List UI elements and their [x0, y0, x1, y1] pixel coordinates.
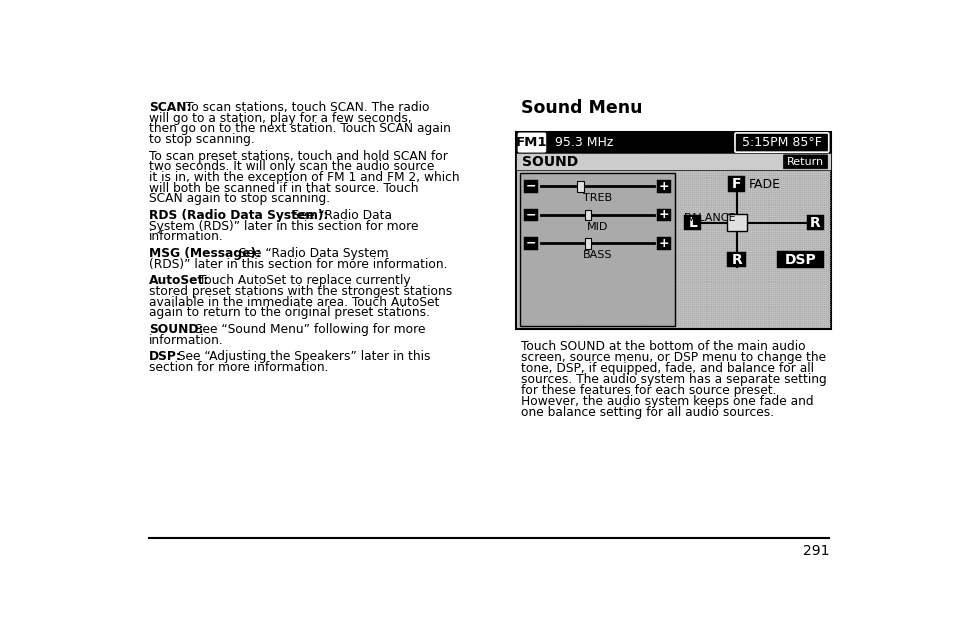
Text: See “Sound Menu” following for more: See “Sound Menu” following for more — [191, 323, 425, 336]
Text: To scan stations, touch SCAN. The radio: To scan stations, touch SCAN. The radio — [181, 101, 429, 114]
Text: will go to a station, play for a few seconds,: will go to a station, play for a few sec… — [149, 111, 411, 125]
Bar — [727, 176, 744, 192]
Bar — [516, 153, 830, 170]
Bar — [726, 214, 746, 231]
Text: +: + — [659, 209, 669, 221]
FancyBboxPatch shape — [734, 133, 828, 152]
Bar — [516, 132, 830, 153]
Bar — [657, 237, 670, 249]
Text: BASS: BASS — [582, 251, 612, 260]
Text: BALANCE: BALANCE — [683, 214, 736, 223]
Text: +: + — [659, 180, 669, 193]
Text: DSP: DSP — [783, 252, 816, 266]
Text: SCAN:: SCAN: — [149, 101, 191, 114]
Bar — [683, 215, 700, 230]
Bar — [523, 237, 537, 249]
Text: will both be scanned if in that source. Touch: will both be scanned if in that source. … — [149, 181, 417, 195]
Bar — [806, 215, 822, 230]
Text: FM1: FM1 — [516, 136, 547, 149]
Text: it is in, with the exception of FM 1 and FM 2, which: it is in, with the exception of FM 1 and… — [149, 171, 458, 184]
Text: R: R — [731, 252, 741, 266]
Bar — [727, 252, 745, 267]
Text: See “Adjusting the Speakers” later in this: See “Adjusting the Speakers” later in th… — [174, 350, 430, 363]
Text: Touch SOUND at the bottom of the main audio: Touch SOUND at the bottom of the main au… — [520, 340, 804, 354]
Text: L: L — [688, 216, 697, 230]
Text: SOUND:: SOUND: — [149, 323, 203, 336]
Text: then go on to the next station. Touch SCAN again: then go on to the next station. Touch SC… — [149, 122, 450, 135]
Text: 291: 291 — [801, 544, 828, 558]
Text: for these features for each source preset.: for these features for each source prese… — [520, 384, 776, 397]
Text: again to return to the original preset stations.: again to return to the original preset s… — [149, 307, 429, 319]
Text: sources. The audio system has a separate setting: sources. The audio system has a separate… — [520, 373, 825, 386]
Text: See “Radio Data: See “Radio Data — [288, 209, 392, 222]
Text: −: − — [525, 209, 536, 221]
Text: AutoSet:: AutoSet: — [149, 274, 209, 287]
Text: two seconds. It will only scan the audio source: two seconds. It will only scan the audio… — [149, 160, 434, 173]
Text: However, the audio system keeps one fade and: However, the audio system keeps one fade… — [520, 395, 813, 408]
Text: RDS (Radio Data System):: RDS (Radio Data System): — [149, 209, 328, 222]
Bar — [516, 132, 830, 329]
Text: section for more information.: section for more information. — [149, 361, 328, 374]
Text: To scan preset stations, touch and hold SCAN for: To scan preset stations, touch and hold … — [149, 149, 447, 163]
Bar — [657, 180, 670, 193]
Text: R: R — [809, 216, 820, 230]
Text: SCAN again to stop scanning.: SCAN again to stop scanning. — [149, 192, 330, 205]
Text: available in the immediate area. Touch AutoSet: available in the immediate area. Touch A… — [149, 296, 438, 308]
Text: −: − — [525, 180, 536, 193]
Text: one balance setting for all audio sources.: one balance setting for all audio source… — [520, 406, 773, 419]
Text: 95.3 MHz: 95.3 MHz — [555, 136, 613, 149]
Text: TREB: TREB — [582, 193, 611, 204]
Text: DSP:: DSP: — [149, 350, 181, 363]
Text: stored preset stations with the strongest stations: stored preset stations with the stronges… — [149, 285, 452, 298]
Text: Return: Return — [786, 157, 823, 167]
Bar — [523, 209, 537, 221]
Bar — [777, 251, 822, 268]
Bar — [577, 181, 583, 192]
Bar — [657, 209, 670, 221]
Text: FADE: FADE — [748, 177, 781, 191]
Text: screen, source menu, or DSP menu to change the: screen, source menu, or DSP menu to chan… — [520, 351, 825, 364]
Text: Touch AutoSet to replace currently: Touch AutoSet to replace currently — [195, 274, 411, 287]
Text: F: F — [731, 177, 740, 191]
Text: +: + — [659, 237, 669, 250]
Text: MSG (Message):: MSG (Message): — [149, 247, 260, 260]
Bar — [519, 172, 674, 326]
Bar — [584, 209, 591, 220]
Text: −: − — [525, 237, 536, 250]
FancyBboxPatch shape — [517, 133, 545, 152]
Text: See “Radio Data System: See “Radio Data System — [235, 247, 389, 260]
Text: information.: information. — [149, 230, 223, 243]
FancyBboxPatch shape — [782, 155, 827, 169]
Text: System (RDS)” later in this section for more: System (RDS)” later in this section for … — [149, 219, 417, 233]
Bar — [523, 180, 537, 193]
Text: 5:15PM 85°F: 5:15PM 85°F — [741, 136, 821, 149]
Text: SOUND: SOUND — [521, 155, 578, 169]
Text: (RDS)” later in this section for more information.: (RDS)” later in this section for more in… — [149, 258, 447, 270]
Bar — [584, 238, 591, 249]
Text: tone, DSP, if equipped, fade, and balance for all: tone, DSP, if equipped, fade, and balanc… — [520, 363, 813, 375]
Text: to stop scanning.: to stop scanning. — [149, 133, 254, 146]
Text: MID: MID — [586, 222, 607, 232]
Text: information.: information. — [149, 334, 223, 347]
Text: Sound Menu: Sound Menu — [520, 99, 641, 118]
